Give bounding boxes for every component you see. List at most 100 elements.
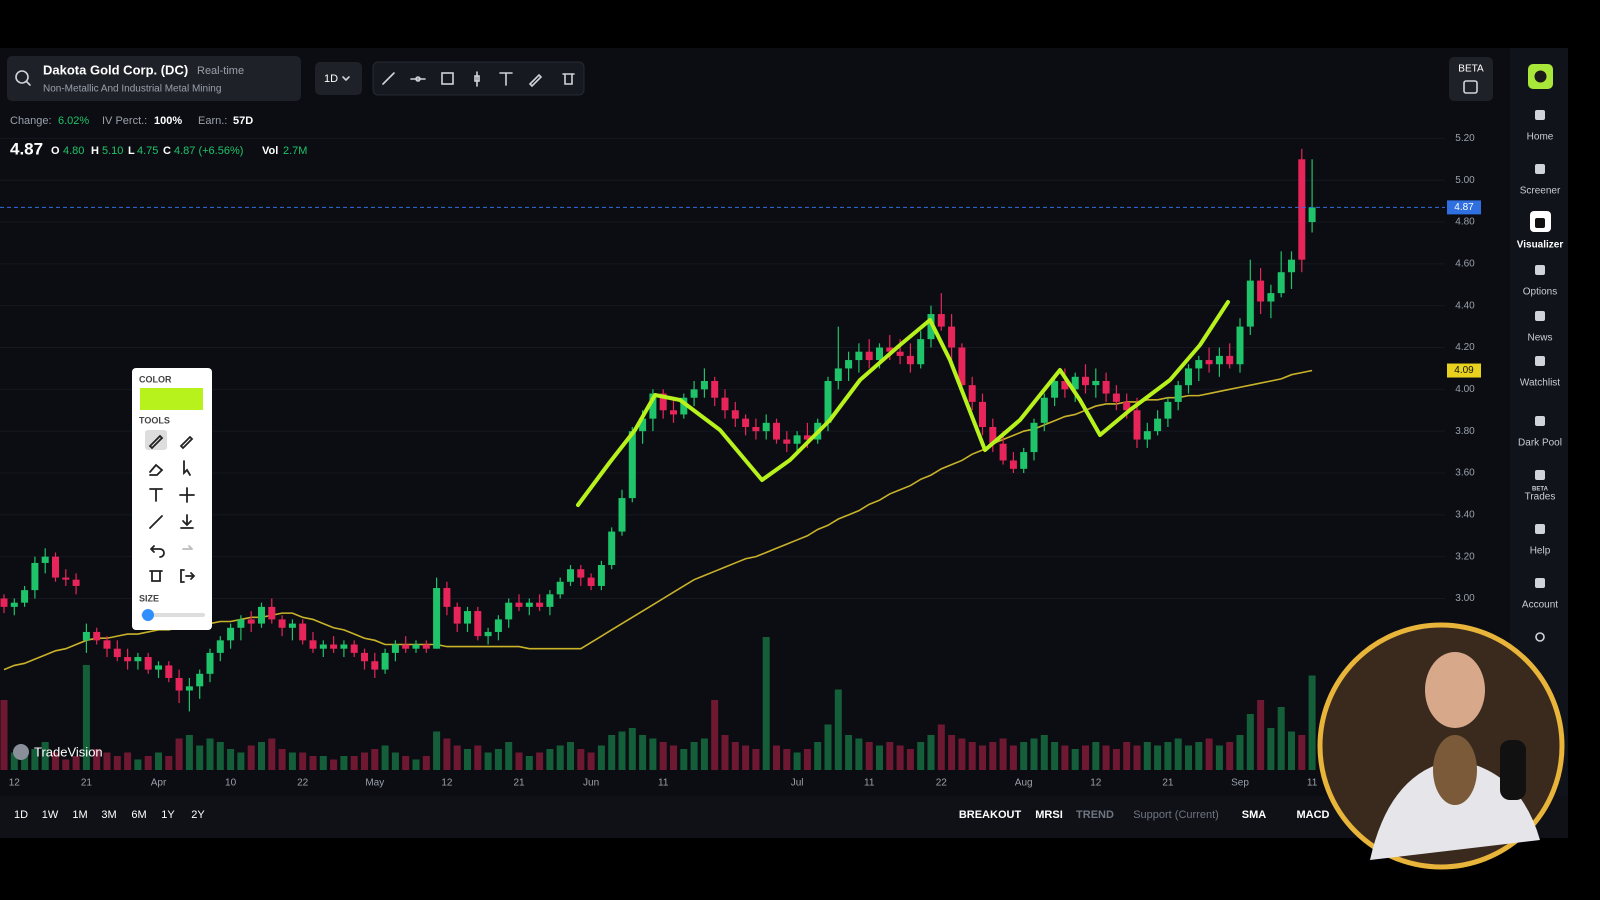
volume-bar (1277, 707, 1285, 770)
candle-body (1226, 355, 1234, 365)
candle-body (402, 644, 410, 649)
candle-body (1051, 380, 1059, 398)
beta-icon (1463, 80, 1478, 94)
volume-bar (1195, 742, 1203, 770)
volume-bar (216, 742, 224, 770)
candle-body (494, 619, 502, 632)
nav-label[interactable]: Trades (1525, 492, 1556, 503)
volume-bar (1123, 742, 1131, 770)
ohlc-value: 4.75 (137, 145, 158, 157)
candle-body (793, 435, 801, 444)
candle-body (237, 619, 245, 628)
range-button[interactable]: 1W (42, 809, 59, 821)
volume-bar (525, 756, 533, 770)
x-tick-label: Apr (151, 778, 167, 789)
indicator[interactable]: Support (Current) (1133, 809, 1219, 821)
range-button[interactable]: 1D (14, 809, 28, 821)
candle-body (1195, 360, 1203, 369)
nav-label[interactable]: Account (1522, 600, 1558, 611)
indicator[interactable]: BREAKOUT (959, 809, 1022, 821)
volume-bar (299, 752, 307, 770)
range-button[interactable]: 1M (72, 809, 87, 821)
ohlc-label: O (51, 145, 60, 157)
nav-label[interactable]: Help (1530, 546, 1551, 557)
nav-label[interactable]: Visualizer (1517, 240, 1564, 251)
volume-bar (721, 735, 729, 770)
volume-bar (1257, 700, 1265, 770)
volume-bar (1154, 745, 1162, 770)
x-tick-label: 12 (1090, 778, 1102, 789)
ohlc-label: H (91, 145, 99, 157)
sma-badge (1447, 363, 1481, 378)
candle-body (515, 602, 523, 607)
status: Real-time (197, 65, 244, 77)
price-badge (1447, 200, 1481, 215)
candle-body (350, 644, 358, 653)
webcam-body (1370, 760, 1540, 860)
indicator[interactable]: MRSI (1035, 809, 1063, 821)
candle-body (268, 606, 276, 620)
volume-bar (0, 700, 8, 770)
nav-label[interactable]: News (1527, 333, 1552, 344)
volume-bar (649, 738, 657, 770)
candle-body (185, 686, 193, 691)
price-badge-label: 4.87 (1454, 202, 1474, 213)
search-icon (15, 70, 29, 84)
volume-bar (803, 749, 811, 770)
candle-body (917, 339, 925, 365)
candle-body (1143, 431, 1151, 440)
indicator[interactable]: MACD (1297, 809, 1330, 821)
candle-body (227, 627, 235, 641)
candle-body (443, 588, 451, 607)
volume-bar (175, 738, 183, 770)
app-logo (1534, 70, 1547, 83)
volume-bar (577, 749, 585, 770)
nav-icon (1535, 164, 1545, 174)
volume-bar (433, 731, 441, 770)
candle-body (206, 652, 214, 674)
nav-icon (1535, 265, 1545, 275)
volume-bar (865, 742, 873, 770)
candle-body (649, 393, 657, 419)
volume-bar (515, 752, 523, 770)
nav: Home Screener Visualizer Options News Watchli… (1517, 110, 1564, 611)
range-button[interactable]: 3M (101, 809, 116, 821)
range-button[interactable]: 2Y (191, 809, 205, 821)
sma-line (3, 369, 1313, 671)
range-button[interactable]: 6M (131, 809, 146, 821)
indicator[interactable]: SMA (1242, 809, 1267, 821)
x-tick-label: 12 (9, 778, 21, 789)
candle-body (103, 640, 111, 649)
x-tick-label: 22 (297, 778, 309, 789)
nav-label[interactable]: Watchlist (1520, 378, 1560, 389)
nav-label[interactable]: Options (1523, 287, 1557, 298)
volume-bar (258, 742, 265, 770)
plot: 3.00 3.20 3.40 3.60 3.80 4.00 4.20 4.40 4.60 4.80… (0, 133, 1481, 789)
volume-bar (443, 738, 451, 770)
volume-bar (1082, 745, 1089, 770)
symbol-box[interactable] (7, 56, 301, 101)
candle-body (1020, 452, 1028, 469)
indicator[interactable]: TREND (1076, 809, 1114, 821)
volume-bar (1246, 714, 1254, 770)
color-swatch[interactable] (140, 388, 203, 410)
range-button[interactable]: 1Y (161, 809, 175, 821)
nav-label[interactable]: Dark Pool (1518, 438, 1562, 449)
x-tick-label: 11 (1307, 778, 1318, 789)
candle-body (1123, 401, 1131, 411)
industry: Non-Metallic And Industrial Metal Mining (43, 84, 221, 95)
nav-label[interactable]: Screener (1520, 186, 1561, 197)
candle-body (288, 623, 296, 628)
settings-icon[interactable] (1535, 632, 1545, 642)
x-tick-label: 10 (225, 778, 237, 789)
interval-select[interactable] (315, 62, 362, 95)
volume-bar (824, 724, 832, 770)
beta-button[interactable] (1449, 57, 1493, 101)
panel-label: SIZE (139, 593, 159, 603)
tool-icons[interactable] (148, 434, 196, 583)
candle-body (124, 657, 132, 662)
volume-bar (52, 752, 59, 770)
nav-label[interactable]: Home (1527, 132, 1554, 143)
size-thumb[interactable] (142, 609, 154, 621)
volume-bar (1164, 742, 1172, 770)
